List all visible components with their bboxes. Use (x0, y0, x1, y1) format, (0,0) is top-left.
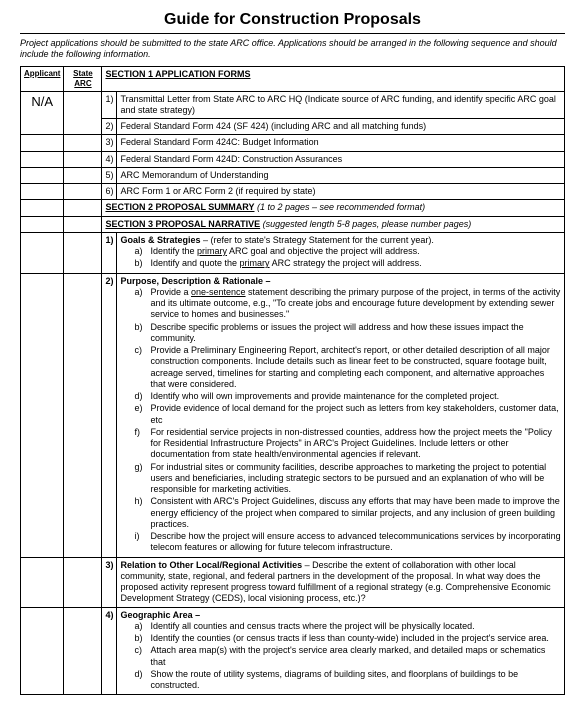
header-state-arc: State ARC (64, 66, 102, 91)
blank-cell (21, 557, 64, 607)
section1-header: SECTION 1 APPLICATION FORMS (102, 66, 565, 91)
table-row: 3) Relation to Other Local/Regional Acti… (21, 557, 565, 607)
table-row: N/A 1) Transmittal Letter from State ARC… (21, 91, 565, 119)
blank-cell (64, 151, 102, 167)
item-text: ARC Form 1 or ARC Form 2 (if required by… (117, 184, 565, 200)
blank-cell (64, 135, 102, 151)
table-row: 3) Federal Standard Form 424C: Budget In… (21, 135, 565, 151)
item-number: 2) (102, 273, 117, 557)
item-number: 1) (102, 232, 117, 273)
proposal-table: Applicant State ARC SECTION 1 APPLICATIO… (20, 66, 565, 696)
item-text: Federal Standard Form 424 (SF 424) (incl… (117, 119, 565, 135)
item-number: 2) (102, 119, 117, 135)
blank-cell (21, 607, 64, 695)
blank-cell (64, 216, 102, 232)
item-text: ARC Memorandum of Understanding (117, 167, 565, 183)
item-content: Goals & Strategies – (refer to state's S… (117, 232, 565, 273)
subtitle-text: Project applications should be submitted… (20, 38, 565, 61)
blank-cell (21, 232, 64, 273)
item-number: 3) (102, 135, 117, 151)
table-row: 1) Goals & Strategies – (refer to state'… (21, 232, 565, 273)
table-row: SECTION 2 PROPOSAL SUMMARY (1 to 2 pages… (21, 200, 565, 216)
table-row: 2) Purpose, Description & Rationale – a)… (21, 273, 565, 557)
header-applicant: Applicant (21, 66, 64, 91)
blank-cell (21, 167, 64, 183)
table-row: 5) ARC Memorandum of Understanding (21, 167, 565, 183)
section2-header: SECTION 2 PROPOSAL SUMMARY (1 to 2 pages… (102, 200, 565, 216)
blank-cell (21, 151, 64, 167)
blank-cell (21, 184, 64, 200)
table-row: SECTION 3 PROPOSAL NARRATIVE (suggested … (21, 216, 565, 232)
table-row: 6) ARC Form 1 or ARC Form 2 (if required… (21, 184, 565, 200)
blank-cell (64, 557, 102, 607)
table-header-row: Applicant State ARC SECTION 1 APPLICATIO… (21, 66, 565, 91)
title-underline (20, 33, 565, 34)
item-text: Federal Standard Form 424C: Budget Infor… (117, 135, 565, 151)
item-content: Geographic Area – a)Identify all countie… (117, 607, 565, 695)
table-row: 4) Federal Standard Form 424D: Construct… (21, 151, 565, 167)
blank-cell (21, 200, 64, 216)
blank-cell (64, 167, 102, 183)
table-row: 2) Federal Standard Form 424 (SF 424) (i… (21, 119, 565, 135)
blank-cell (64, 232, 102, 273)
item-number: 4) (102, 151, 117, 167)
item-number: 1) (102, 91, 117, 119)
item-number: 3) (102, 557, 117, 607)
table-row: 4) Geographic Area – a)Identify all coun… (21, 607, 565, 695)
page-title: Guide for Construction Proposals (20, 10, 565, 30)
item-number: 4) (102, 607, 117, 695)
blank-cell (64, 184, 102, 200)
item-content: Purpose, Description & Rationale – a)Pro… (117, 273, 565, 557)
item-content: Relation to Other Local/Regional Activit… (117, 557, 565, 607)
blank-cell (64, 200, 102, 216)
item-number: 5) (102, 167, 117, 183)
item-text: Federal Standard Form 424D: Construction… (117, 151, 565, 167)
blank-cell (21, 216, 64, 232)
blank-cell (21, 273, 64, 557)
blank-cell (64, 607, 102, 695)
blank-cell (21, 135, 64, 151)
item-text: Transmittal Letter from State ARC to ARC… (117, 91, 565, 119)
na-cell: N/A (21, 91, 64, 135)
item-number: 6) (102, 184, 117, 200)
blank-cell (64, 273, 102, 557)
blank-cell (64, 91, 102, 135)
section3-header: SECTION 3 PROPOSAL NARRATIVE (suggested … (102, 216, 565, 232)
